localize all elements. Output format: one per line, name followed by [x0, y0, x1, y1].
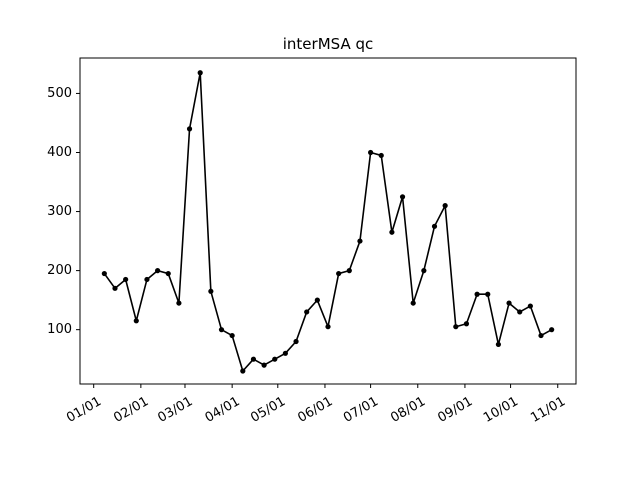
- data-point: [485, 291, 491, 297]
- data-point: [304, 309, 310, 315]
- data-point: [282, 350, 288, 356]
- data-point: [165, 270, 171, 277]
- y-axis: 100 200 300 400 500: [47, 86, 80, 337]
- data-point: [229, 332, 235, 339]
- data-point: [431, 223, 438, 229]
- data-point: [474, 291, 480, 297]
- data-point: [197, 70, 203, 76]
- data-point: [186, 126, 193, 132]
- data-point: [250, 356, 257, 362]
- data-point: [293, 338, 299, 345]
- data-point: [378, 152, 384, 159]
- data-point: [410, 300, 416, 306]
- data-point: [336, 270, 342, 277]
- data-point: [144, 276, 150, 283]
- data-point: [346, 268, 352, 274]
- data-point: [538, 332, 544, 339]
- data-point: [112, 285, 118, 291]
- data-point: [549, 327, 555, 333]
- series-layer: [101, 70, 555, 374]
- x-tick-label: 03/01: [155, 394, 195, 426]
- x-axis: 01/01 02/01 03/01 04/01 05/01 06/01 07/01 08/01…: [64, 384, 568, 426]
- data-point: [357, 238, 363, 244]
- data-point: [421, 268, 427, 274]
- y-tick-label: 300: [47, 204, 72, 219]
- x-tick-label: 08/01: [388, 394, 428, 426]
- x-tick-label: 06/01: [295, 394, 335, 426]
- data-point: [314, 297, 320, 303]
- data-point: [399, 194, 406, 200]
- data-point: [442, 203, 448, 209]
- data-point: [261, 362, 267, 368]
- data-point: [495, 341, 501, 348]
- data-point: [101, 270, 107, 277]
- data-point: [176, 300, 182, 306]
- x-tick-label: 04/01: [203, 394, 243, 426]
- y-tick-label: 400: [47, 145, 72, 160]
- y-tick-label: 100: [47, 322, 72, 337]
- y-tick-label: 200: [47, 263, 72, 278]
- data-point: [240, 368, 246, 374]
- y-tick-label: 500: [47, 86, 72, 101]
- data-point: [155, 268, 161, 274]
- data-point: [368, 149, 374, 156]
- data-point: [506, 300, 512, 306]
- data-point: [218, 327, 225, 333]
- x-tick-label: 11/01: [528, 394, 568, 426]
- data-point: [123, 276, 129, 283]
- data-point: [325, 324, 331, 330]
- data-point: [272, 356, 278, 362]
- chart-title: interMSA qc: [283, 35, 374, 53]
- data-point: [389, 229, 395, 235]
- x-tick-label: 02/01: [111, 394, 151, 426]
- x-tick-label: 01/01: [64, 394, 104, 426]
- x-tick-label: 09/01: [435, 394, 475, 426]
- data-point: [517, 309, 523, 315]
- x-tick-label: 07/01: [341, 394, 381, 426]
- x-tick-label: 05/01: [248, 394, 288, 426]
- data-point: [133, 318, 139, 324]
- x-tick-label: 10/01: [481, 394, 521, 426]
- data-point: [463, 321, 470, 327]
- data-point: [527, 303, 533, 309]
- plot-area-frame: [79, 57, 577, 385]
- data-point: [453, 324, 459, 330]
- data-point: [208, 288, 214, 294]
